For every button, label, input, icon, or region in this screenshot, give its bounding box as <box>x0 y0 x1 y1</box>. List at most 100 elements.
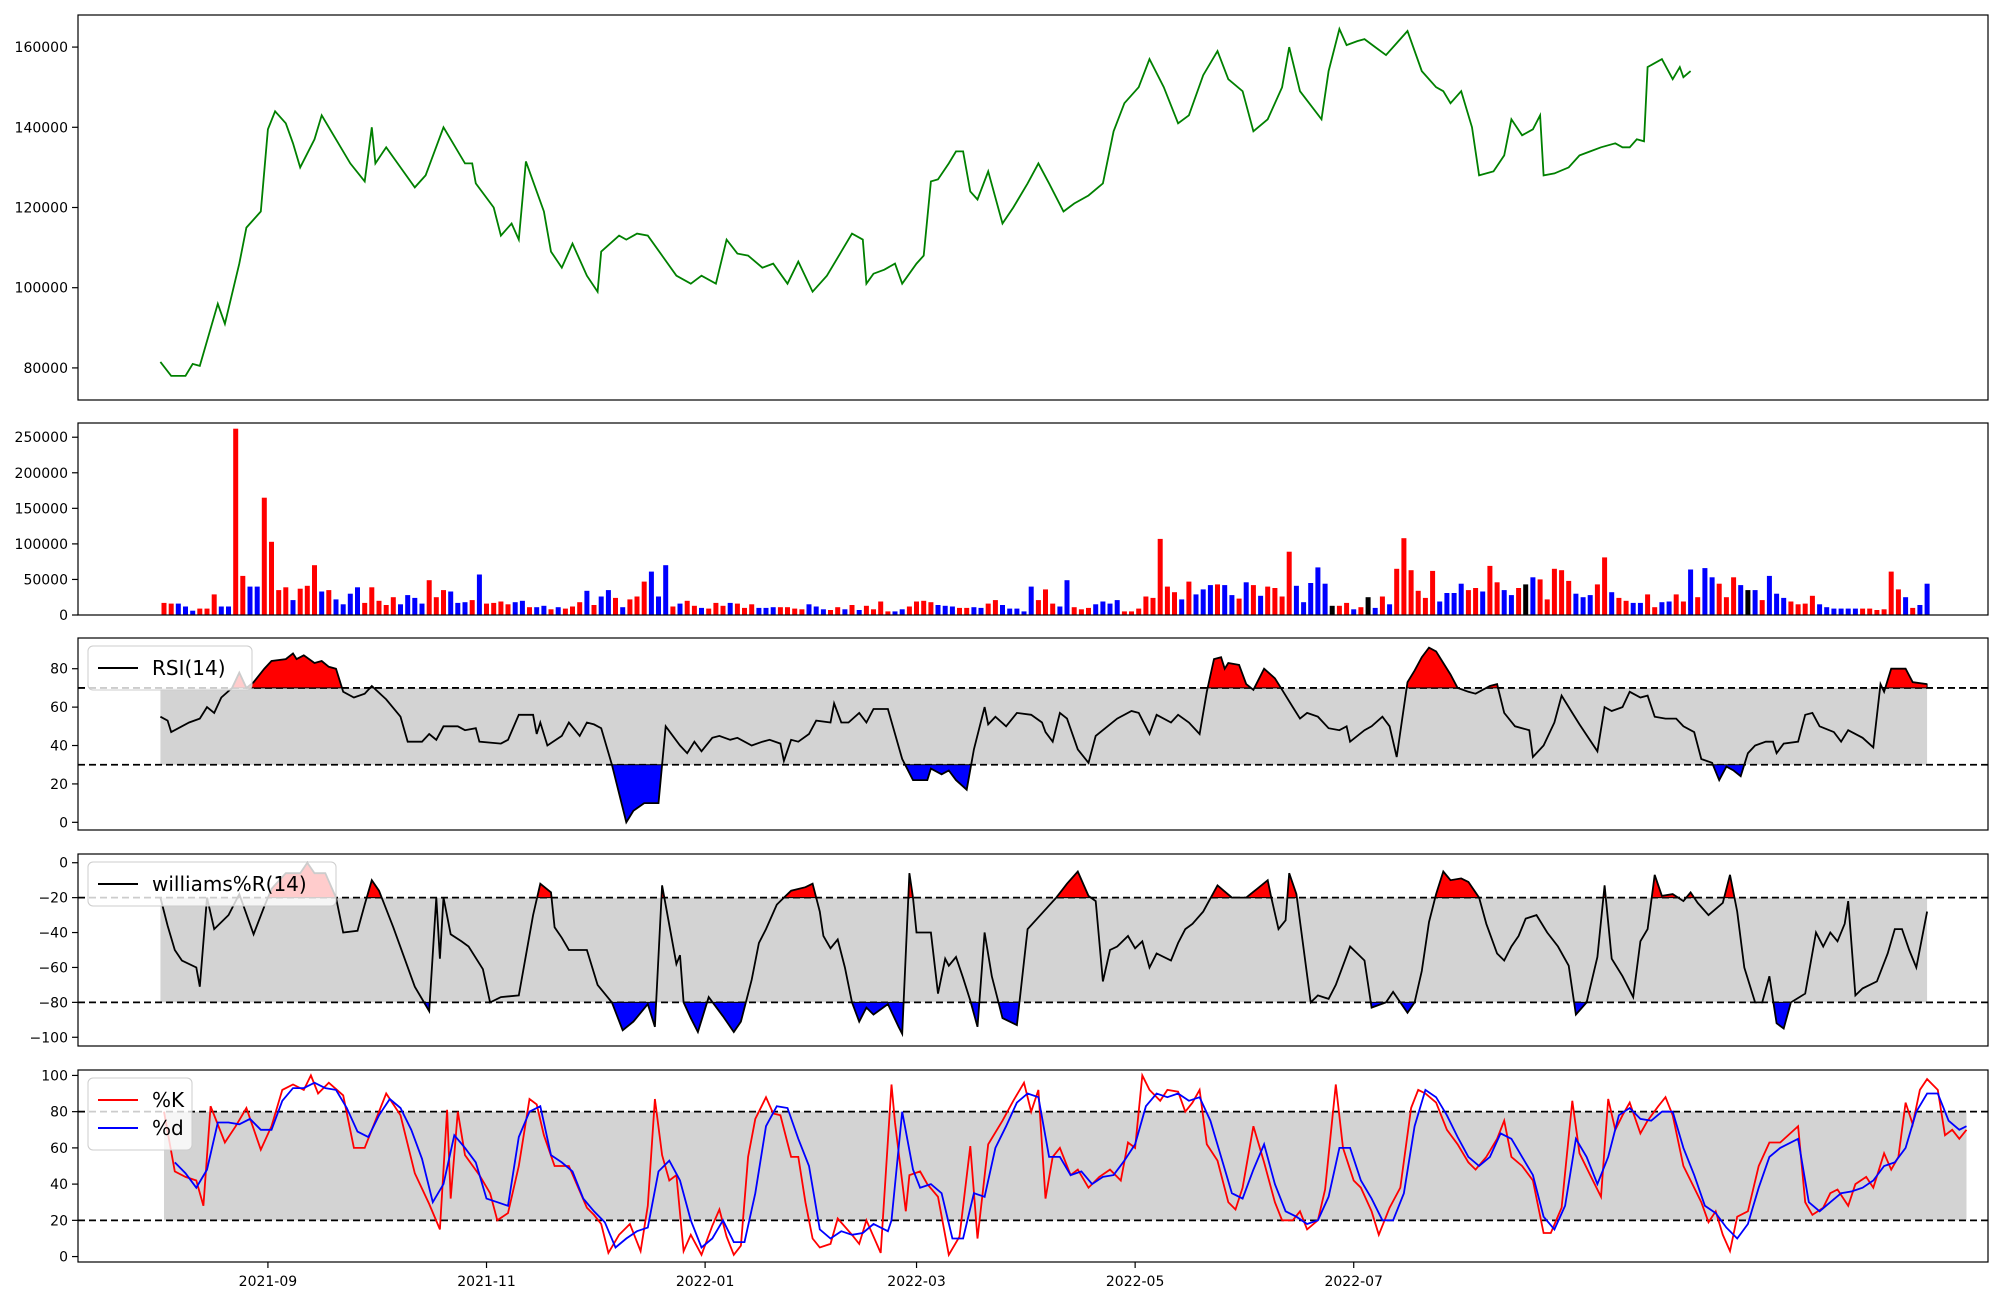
volume-bar <box>677 603 683 615</box>
volume-bar <box>1695 597 1701 615</box>
volume-bar <box>1021 611 1027 615</box>
volume-bar <box>1788 601 1794 615</box>
volume-bar <box>1286 551 1292 615</box>
volume-bar <box>448 591 454 615</box>
volume-bar <box>1867 608 1873 615</box>
volume-bar <box>957 607 962 615</box>
volume-bar <box>355 587 360 615</box>
volume-bar <box>849 605 855 615</box>
volume-bar <box>175 603 181 615</box>
volume-bar <box>1745 590 1751 615</box>
volume-bar <box>433 597 439 615</box>
volume-bar <box>1265 586 1271 615</box>
volume-bar <box>742 607 747 615</box>
volume-bar <box>297 588 303 615</box>
volume-bar <box>885 611 891 615</box>
volume-bar <box>1587 595 1593 615</box>
volume-bar <box>548 609 554 615</box>
volume-bar <box>269 541 274 615</box>
volume-bar <box>1301 602 1307 615</box>
volume-bar <box>1207 585 1213 615</box>
williams-legend-label: williams%R(14) <box>152 872 307 896</box>
volume-bar <box>261 497 267 615</box>
volume-bar <box>426 580 432 615</box>
volume-bar <box>405 595 411 615</box>
volume-bar <box>1573 593 1579 615</box>
volume-bar <box>541 605 547 615</box>
volume-bar <box>777 607 783 615</box>
volume-bar <box>197 608 203 615</box>
x-tick-label: 2022-01 <box>676 1274 735 1290</box>
volume-bar <box>383 605 389 615</box>
volume-bar <box>1802 603 1808 615</box>
volume-bar <box>985 603 991 615</box>
volume-bar <box>161 602 167 615</box>
volume-bar <box>1114 600 1120 615</box>
volume-bar <box>1387 604 1393 615</box>
volume-bar <box>1673 594 1679 615</box>
volume-y-tick-label: 50000 <box>23 572 68 588</box>
volume-bar <box>326 590 332 615</box>
volume-bar <box>555 607 561 615</box>
volume-bar <box>505 604 511 615</box>
volume-bar <box>1179 599 1185 615</box>
volume-bar <box>856 610 862 615</box>
volume-bar <box>1064 580 1070 615</box>
volume-bar <box>584 590 590 615</box>
volume-bar <box>1795 604 1801 615</box>
volume-bar <box>1437 601 1443 615</box>
volume-bar <box>992 600 998 615</box>
volume-bar <box>1164 586 1170 615</box>
stochastic-y-tick-label: 80 <box>50 1105 68 1121</box>
volume-bar <box>899 609 905 615</box>
volume-bar <box>1394 568 1400 615</box>
volume-bar <box>1344 602 1350 615</box>
volume-bar <box>1215 584 1220 615</box>
volume-bar <box>1680 601 1686 615</box>
williams-band <box>160 897 1928 1003</box>
volume-bar <box>1616 597 1622 615</box>
volume-bar <box>441 590 446 615</box>
volume-bar <box>1086 607 1091 615</box>
volume-bar <box>1157 538 1163 615</box>
volume-bar <box>871 609 876 615</box>
volume-bar <box>1530 577 1536 615</box>
volume-bar <box>1566 580 1572 615</box>
volume-bar <box>1559 570 1565 615</box>
volume-bar <box>1723 597 1729 615</box>
volume-bar <box>713 602 719 615</box>
volume-bar <box>1738 585 1744 615</box>
stochastic-y-tick-label: 20 <box>50 1213 68 1229</box>
volume-bar <box>1523 584 1529 615</box>
volume-bar <box>1293 585 1299 615</box>
williams-axes-frame <box>77 853 1989 1047</box>
volume-bar <box>1129 611 1134 615</box>
volume-bar <box>304 585 310 615</box>
volume-bar <box>1451 593 1457 615</box>
volume-bar <box>756 607 762 615</box>
volume-bar <box>641 581 647 615</box>
stochastic-line-d <box>174 1081 1967 1249</box>
volume-bar <box>1143 596 1149 615</box>
volume-bar <box>1781 597 1787 615</box>
volume-bar <box>1645 594 1651 615</box>
williams-y-tick-label: −100 <box>30 1030 68 1046</box>
volume-bar <box>1903 597 1909 615</box>
volume-bar <box>1881 609 1887 615</box>
volume-bar <box>1852 608 1858 615</box>
volume-bar <box>1659 602 1665 615</box>
volume-bar <box>1874 610 1880 615</box>
volume-bar <box>1000 605 1005 615</box>
rsi-line <box>159 646 1928 825</box>
williams-line <box>159 861 1928 1038</box>
stochastic-y-tick-label: 60 <box>50 1141 68 1157</box>
volume-bar <box>1430 570 1436 615</box>
volume-bar <box>1308 583 1314 615</box>
volume-bar <box>570 606 575 615</box>
volume-bar <box>921 600 927 615</box>
williams-y-tick-label: −40 <box>38 926 68 942</box>
price-y-tick-label: 80000 <box>23 361 68 377</box>
volume-bar <box>892 611 898 615</box>
volume-bar <box>691 605 697 615</box>
volume-bar <box>1809 595 1815 615</box>
